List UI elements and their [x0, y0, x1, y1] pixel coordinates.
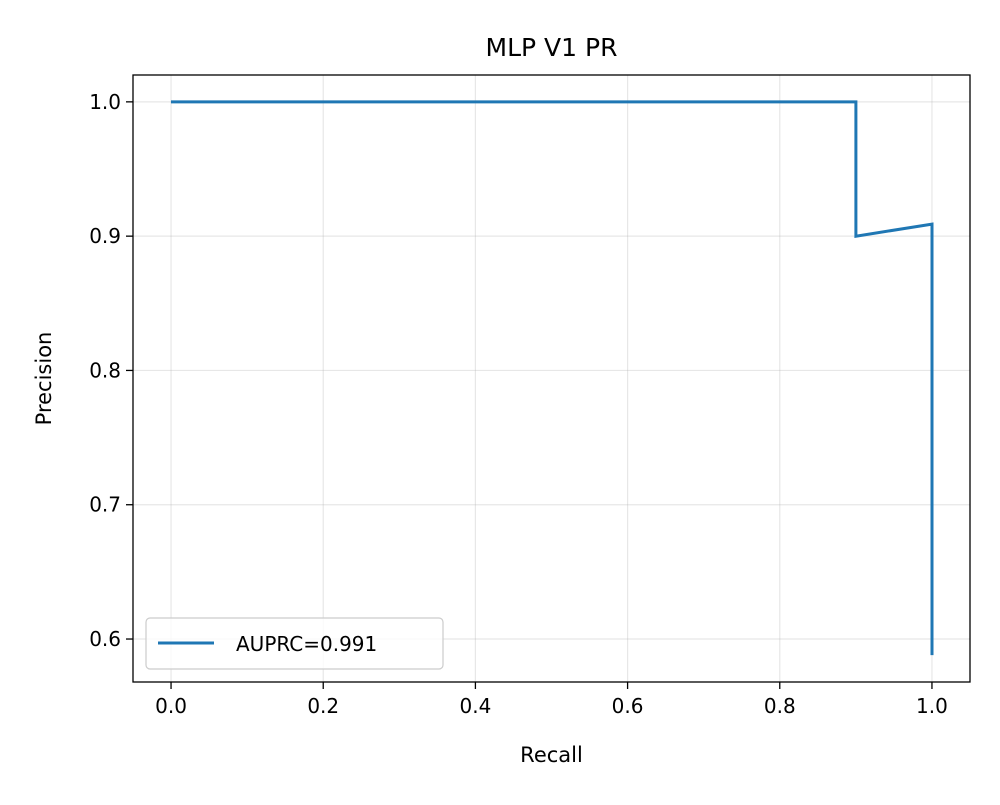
x-tick-label: 0.6	[612, 694, 644, 718]
legend-label: AUPRC=0.991	[236, 632, 377, 656]
grid	[133, 75, 970, 682]
x-tick-label: 1.0	[916, 694, 948, 718]
chart-title: MLP V1 PR	[486, 33, 618, 62]
x-tick-label: 0.2	[307, 694, 339, 718]
y-tick-label: 0.9	[89, 224, 121, 248]
x-tick-label: 0.0	[155, 694, 187, 718]
y-tick-label: 0.7	[89, 493, 121, 517]
x-tick-label: 0.8	[764, 694, 796, 718]
y-tick-label: 1.0	[89, 90, 121, 114]
pr-curve-line	[171, 100, 934, 656]
series-layer	[171, 100, 934, 656]
x-tick-label: 0.4	[460, 694, 492, 718]
y-tick-label: 0.8	[89, 358, 121, 382]
ticks: 0.0 0.2 0.4 0.6 0.8 1.0 0.6 0.7 0.8 0.9 1.0	[89, 90, 948, 718]
x-axis-label: Recall	[520, 743, 583, 767]
y-axis-label: Precision	[32, 332, 56, 426]
legend-box	[145, 617, 444, 670]
y-tick-label: 0.6	[89, 627, 121, 651]
legend: AUPRC=0.991	[145, 617, 444, 670]
plot-frame	[132, 74, 971, 683]
